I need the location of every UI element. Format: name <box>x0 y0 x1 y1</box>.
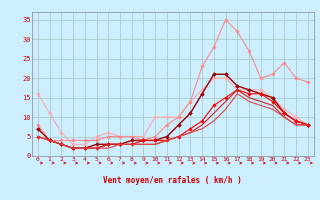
X-axis label: Vent moyen/en rafales ( km/h ): Vent moyen/en rafales ( km/h ) <box>103 176 242 185</box>
